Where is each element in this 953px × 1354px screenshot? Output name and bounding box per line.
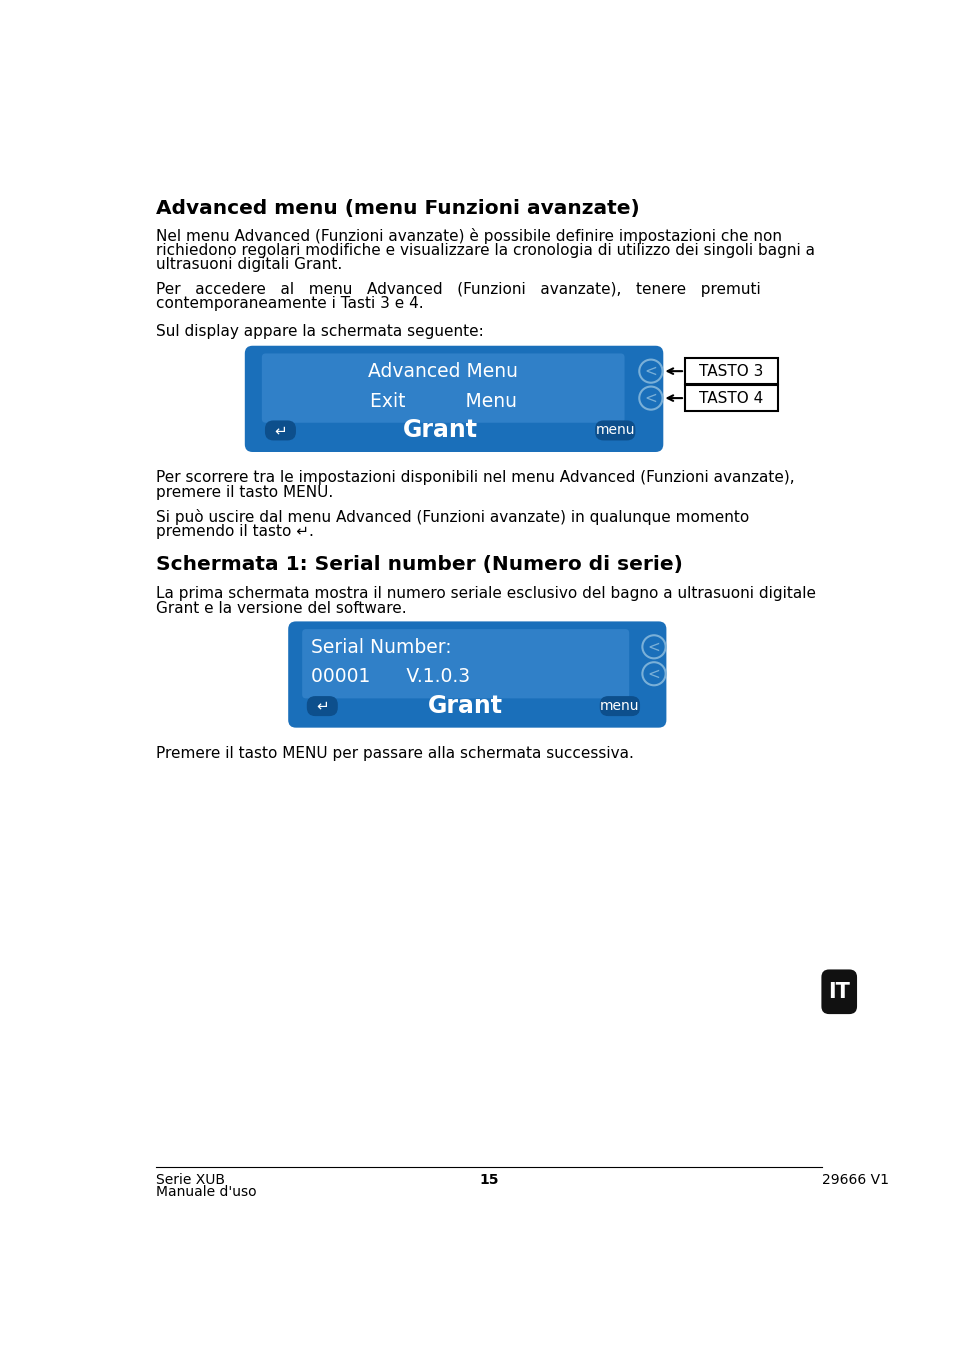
Text: premere il tasto MENU.: premere il tasto MENU.: [155, 485, 333, 500]
Text: TASTO 3: TASTO 3: [699, 364, 763, 379]
Text: <: <: [644, 390, 657, 406]
Text: Advanced menu (menu Funzioni avanzate): Advanced menu (menu Funzioni avanzate): [155, 199, 639, 218]
Text: ultrasuoni digitali Grant.: ultrasuoni digitali Grant.: [155, 257, 341, 272]
Text: Exit          Menu: Exit Menu: [370, 391, 517, 410]
Text: Nel menu Advanced (Funzioni avanzate) è possibile definire impostazioni che non: Nel menu Advanced (Funzioni avanzate) è …: [155, 227, 781, 244]
Text: Si può uscire dal menu Advanced (Funzioni avanzate) in qualunque momento: Si può uscire dal menu Advanced (Funzion…: [155, 509, 748, 525]
Text: premendo il tasto ↵.: premendo il tasto ↵.: [155, 524, 314, 539]
Text: Sul display appare la schermata seguente:: Sul display appare la schermata seguente…: [155, 324, 483, 340]
Bar: [684, 385, 778, 412]
FancyBboxPatch shape: [302, 630, 629, 699]
Text: menu: menu: [599, 699, 639, 714]
Text: Per   accedere   al   menu   Advanced   (Funzioni   avanzate),   tenere   premut: Per accedere al menu Advanced (Funzioni …: [155, 282, 760, 297]
Text: richiedono regolari modifiche e visualizzare la cronologia di utilizzo dei singo: richiedono regolari modifiche e visualiz…: [155, 242, 814, 257]
Text: 00001      V.1.0.3: 00001 V.1.0.3: [311, 668, 470, 686]
FancyBboxPatch shape: [821, 969, 856, 1014]
Text: Serie XUB: Serie XUB: [155, 1173, 225, 1186]
Text: Advanced Menu: Advanced Menu: [368, 363, 517, 382]
Text: <: <: [644, 364, 657, 379]
Text: 29666 V1: 29666 V1: [821, 1173, 888, 1186]
FancyBboxPatch shape: [599, 696, 639, 716]
Text: IT: IT: [827, 982, 849, 1002]
FancyBboxPatch shape: [307, 696, 337, 716]
Text: ↵: ↵: [274, 422, 287, 437]
FancyBboxPatch shape: [595, 421, 635, 440]
Text: TASTO 4: TASTO 4: [699, 390, 762, 406]
FancyBboxPatch shape: [288, 621, 666, 727]
Text: Per scorrere tra le impostazioni disponibili nel menu Advanced (Funzioni avanzat: Per scorrere tra le impostazioni disponi…: [155, 470, 794, 486]
Text: contemporaneamente i Tasti 3 e 4.: contemporaneamente i Tasti 3 e 4.: [155, 297, 423, 311]
Text: ↵: ↵: [315, 699, 329, 714]
Text: Serial Number:: Serial Number:: [311, 638, 452, 657]
FancyBboxPatch shape: [265, 421, 295, 440]
Bar: [684, 357, 778, 385]
Text: 15: 15: [478, 1173, 498, 1186]
Text: Manuale d'uso: Manuale d'uso: [155, 1185, 256, 1200]
Text: Schermata 1: Serial number (Numero di serie): Schermata 1: Serial number (Numero di se…: [155, 555, 681, 574]
Text: Grant e la versione del software.: Grant e la versione del software.: [155, 601, 406, 616]
Text: menu: menu: [595, 424, 635, 437]
FancyBboxPatch shape: [261, 353, 624, 422]
Text: Grant: Grant: [402, 418, 477, 443]
Text: <: <: [647, 666, 659, 681]
FancyBboxPatch shape: [245, 345, 662, 452]
Text: La prima schermata mostra il numero seriale esclusivo del bagno a ultrasuoni dig: La prima schermata mostra il numero seri…: [155, 586, 815, 601]
Text: <: <: [647, 639, 659, 654]
Text: Premere il tasto MENU per passare alla schermata successiva.: Premere il tasto MENU per passare alla s…: [155, 746, 633, 761]
Text: Grant: Grant: [427, 695, 502, 718]
